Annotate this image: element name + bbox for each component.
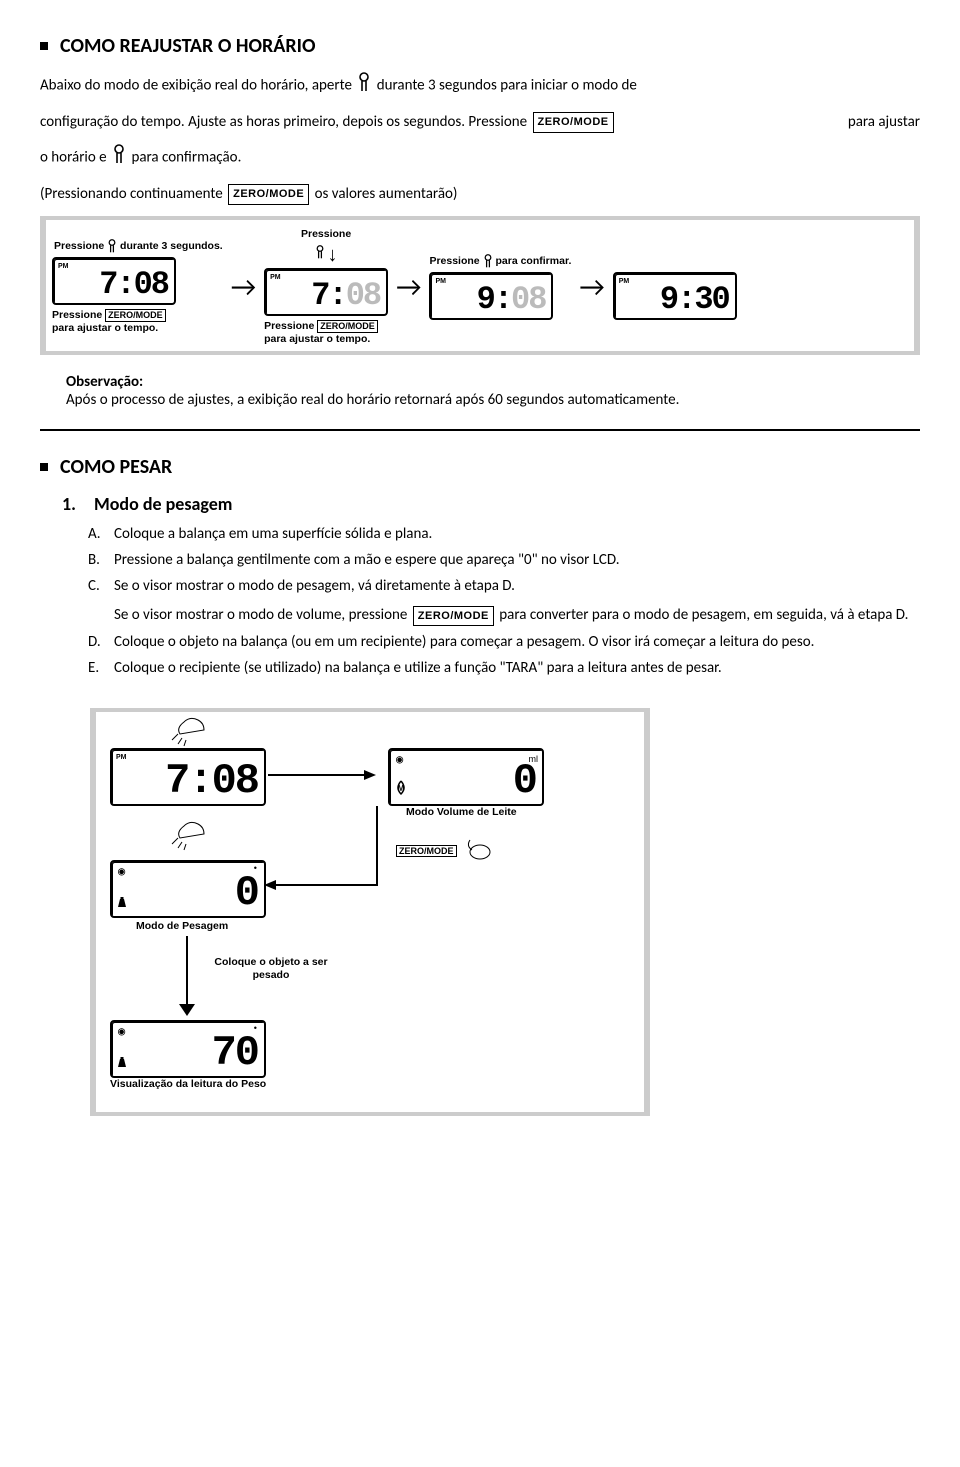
arrow-right-icon: → (396, 273, 421, 301)
weighing-diagram: PM 7:08 ◉ M ml 0 Modo Volume de Leite ZE… (90, 708, 650, 1116)
step-text: Coloque o recipiente (se utilizado) na b… (114, 657, 722, 680)
lcd-value: 0 (118, 872, 258, 914)
step-label: Pressione durante 3 segundos. (54, 239, 223, 253)
list-item: A.Coloque a balança em uma superfície só… (88, 523, 920, 546)
weight-icon (116, 896, 128, 912)
step-label: Pressione ZERO/MODE para ajustar o tempo… (52, 309, 166, 335)
observation-title: Observação: (66, 373, 920, 391)
text: para ajustar (848, 110, 920, 134)
hand-press-icon (166, 818, 210, 852)
arrow-right-icon: → (231, 273, 256, 301)
caption-milk-mode: Modo Volume de Leite (406, 806, 517, 819)
subsection-title: Modo de pesagem (94, 493, 232, 515)
connector-line (186, 936, 188, 1008)
pm-indicator: PM (58, 263, 69, 270)
section-heading-reajustar: COMO REAJUSTAR O HORÁRIO (40, 34, 920, 58)
step-text: Coloque a balança em uma superfície sóli… (114, 523, 432, 546)
text: durante 3 segundos para iniciar o modo d… (377, 77, 637, 95)
list-item: C. Se o visor mostrar o modo de pesagem,… (88, 575, 920, 628)
section-heading-pesar: COMO PESAR (40, 455, 920, 479)
zero-mode-press: ZERO/MODE (396, 838, 494, 862)
lcd-value: 7:08 (118, 760, 258, 802)
text: configuração do tempo. Ajuste as horas p… (40, 113, 531, 131)
zero-mode-icon: ZERO/MODE (228, 184, 309, 205)
connector-line (376, 806, 378, 886)
rec-dot-icon: ◉ (118, 1024, 125, 1039)
intro-para-3: o horário e para confirmação. (40, 144, 920, 172)
heading-text: COMO REAJUSTAR O HORÁRIO (60, 34, 316, 58)
unit-label: ml (529, 754, 539, 764)
lcd-display: PM 9:08 (429, 272, 553, 320)
lcd-display: PM 9:30 (613, 272, 737, 320)
pm-indicator: PM (619, 278, 630, 285)
list-item: B.Pressione a balança gentilmente com a … (88, 549, 920, 572)
loupe-icon (357, 72, 371, 100)
step-text: Coloque o objeto na balança (ou em um re… (114, 631, 814, 654)
lcd-value: 7:08 (60, 269, 168, 301)
text: (Pressionando continuamente (40, 185, 226, 203)
text: o horário e (40, 149, 110, 167)
drop-icon: M (394, 780, 408, 800)
subsection-heading: 1. Modo de pesagem (62, 493, 920, 515)
arrow-right-icon (268, 760, 378, 790)
subsection-number: 1. (62, 493, 86, 515)
loupe-icon (112, 144, 126, 172)
arrow-right-icon: → (579, 273, 604, 301)
caption-weigh-mode: Modo de Pesagem (136, 920, 228, 933)
text: para confirmação. (131, 149, 241, 167)
bullet-square-icon (40, 463, 48, 471)
lcd-display: PM 7:08 (264, 268, 388, 316)
bullet-square-icon (40, 42, 48, 50)
lcd-display: ◉ • 70 (110, 1020, 266, 1078)
lcd-value: 70 (118, 1032, 258, 1074)
hand-press-icon (166, 714, 210, 748)
press-finger-icon (460, 838, 494, 862)
pm-indicator: PM (116, 754, 127, 761)
list-item: D.Coloque o objeto na balança (ou em um … (88, 631, 920, 654)
lcd-value: 9:08 (437, 284, 545, 316)
time-adjust-diagram: Pressione durante 3 segundos. PM 7:08 Pr… (40, 216, 920, 355)
caption-place-object: Coloque o objeto a ser pesado (206, 956, 336, 982)
pm-indicator: PM (435, 278, 446, 285)
intro-para-1: Abaixo do modo de exibição real do horár… (40, 72, 920, 100)
lcd-display: PM 7:08 (110, 748, 266, 806)
step-text: Pressione a balança gentilmente com a mã… (114, 549, 620, 572)
caption-read-weight: Visualização da leitura do Peso (110, 1078, 266, 1091)
step-label: Pressione para confirmar. (429, 254, 571, 268)
text: Abaixo do modo de exibição real do horár… (40, 77, 355, 95)
pm-indicator: PM (270, 274, 281, 281)
intro-para-2: configuração do tempo. Ajuste as horas p… (40, 110, 920, 134)
arrow-left-icon (264, 878, 380, 892)
lcd-value: 7:08 (272, 280, 380, 312)
rec-dot-icon: ◉ (396, 752, 403, 767)
corner-dot-icon: • (253, 1024, 258, 1034)
heading-text: COMO PESAR (60, 455, 172, 479)
svg-text:M: M (398, 784, 405, 793)
step-text: Se o visor mostrar o modo de pesagem, vá… (114, 575, 908, 628)
section-divider (40, 429, 920, 431)
text: os valores aumentarão) (315, 185, 458, 203)
corner-dot-icon: • (253, 864, 258, 874)
zero-mode-icon: ZERO/MODE (396, 845, 457, 857)
lcd-display: PM 7:08 (52, 257, 176, 305)
lcd-value: 0 (396, 760, 536, 802)
rec-dot-icon: ◉ (118, 864, 125, 879)
observation-block: Observação: Após o processo de ajustes, … (66, 373, 920, 409)
step-label: Pressione ZERO/MODE para ajustar o tempo… (264, 320, 378, 346)
arrow-down-icon (179, 1004, 195, 1018)
lcd-value: 9:30 (621, 284, 729, 316)
weight-icon (116, 1056, 128, 1072)
zero-mode-icon: ZERO/MODE (413, 606, 494, 626)
steps-list: A.Coloque a balança em uma superfície só… (88, 523, 920, 681)
intro-para-4: (Pressionando continuamente ZERO/MODE os… (40, 182, 920, 206)
step-label: Pressione ↓ (301, 228, 351, 266)
list-item: E.Coloque o recipiente (se utilizado) na… (88, 657, 920, 680)
zero-mode-icon: ZERO/MODE (533, 112, 614, 133)
observation-text: Após o processo de ajustes, a exibição r… (66, 391, 920, 409)
lcd-display: ◉ • 0 (110, 860, 266, 918)
lcd-display: ◉ M ml 0 (388, 748, 544, 806)
